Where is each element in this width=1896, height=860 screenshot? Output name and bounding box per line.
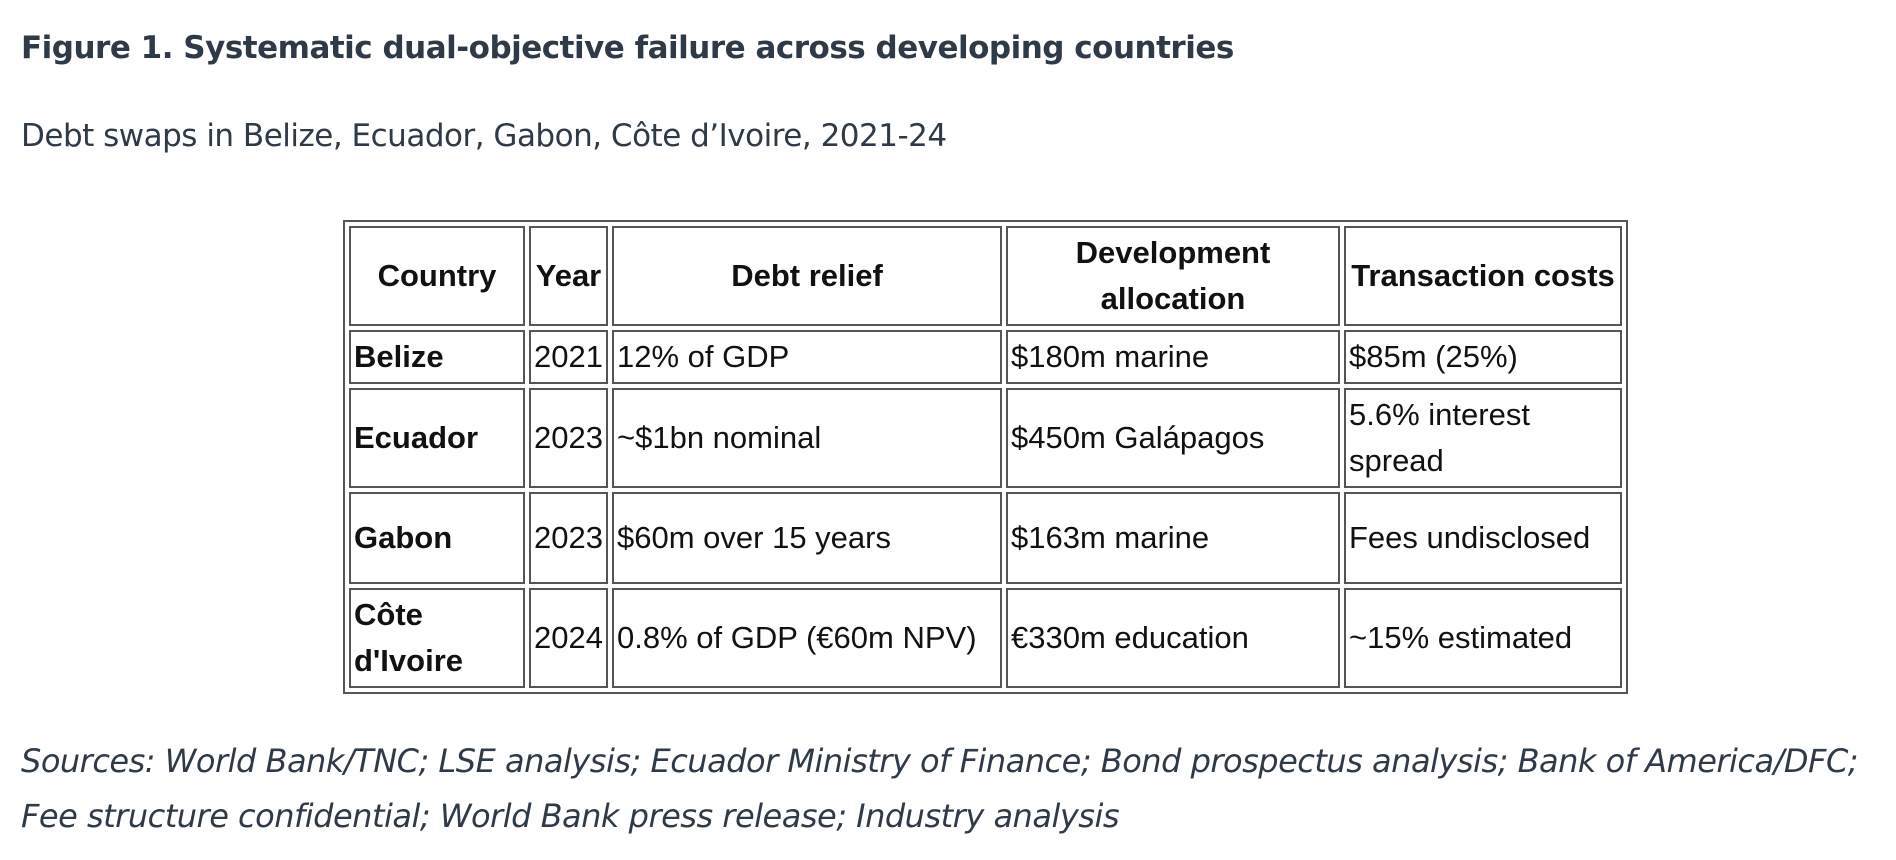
table-cell: 2023 [529,388,608,488]
column-header: Year [529,226,608,326]
table-row: Belize 2021 12% of GDP $180m marine $85m (25… [349,330,1622,384]
table-cell: Ecuador [349,388,525,488]
table-cell: 12% of GDP [612,330,1002,384]
table-row: Gabon 2023 $60m over 15 years $163m marine F… [349,492,1622,584]
table-cell: 5.6% interest spread [1344,388,1622,488]
table-cell: 2023 [529,492,608,584]
table-row: Ecuador 2023 ~$1bn nominal $450m Galápagos 5… [349,388,1622,488]
table-cell: $450m Galápagos [1006,388,1340,488]
table-cell: 0.8% of GDP (€60m NPV) [612,588,1002,688]
column-header: Country [349,226,525,326]
table-cell: Gabon [349,492,525,584]
figure-title: Figure 1. Systematic dual-objective fail… [21,30,1234,66]
table-body: Belize 2021 12% of GDP $180m marine $85m (25… [349,330,1622,688]
header-row: Country Year Debt relief Development alloca… [349,226,1622,326]
table-cell: 2021 [529,330,608,384]
column-header: Development allocation [1006,226,1340,326]
table-cell: $85m (25%) [1344,330,1622,384]
table-cell: €330m education [1006,588,1340,688]
table-cell: $180m marine [1006,330,1340,384]
table-cell: Belize [349,330,525,384]
sources-note: Sources: World Bank/TNC; LSE analysis; E… [21,742,1859,835]
table-cell: ~15% estimated [1344,588,1622,688]
table-cell: ~$1bn nominal [612,388,1002,488]
table-cell: Côte d'Ivoire [349,588,525,688]
table-cell: $163m marine [1006,492,1340,584]
table-row: Côte d'Ivoire 2024 0.8% of GDP (€60m NPV) €… [349,588,1622,688]
table-cell: 2024 [529,588,608,688]
table-cell: Fees undisclosed [1344,492,1622,584]
column-header: Debt relief [612,226,1002,326]
figure-subtitle: Debt swaps in Belize, Ecuador, Gabon, Cô… [21,118,947,154]
data-table: Country Year Debt relief Development alloca… [343,220,1628,694]
column-header: Transaction costs [1344,226,1622,326]
table-cell: $60m over 15 years [612,492,1002,584]
